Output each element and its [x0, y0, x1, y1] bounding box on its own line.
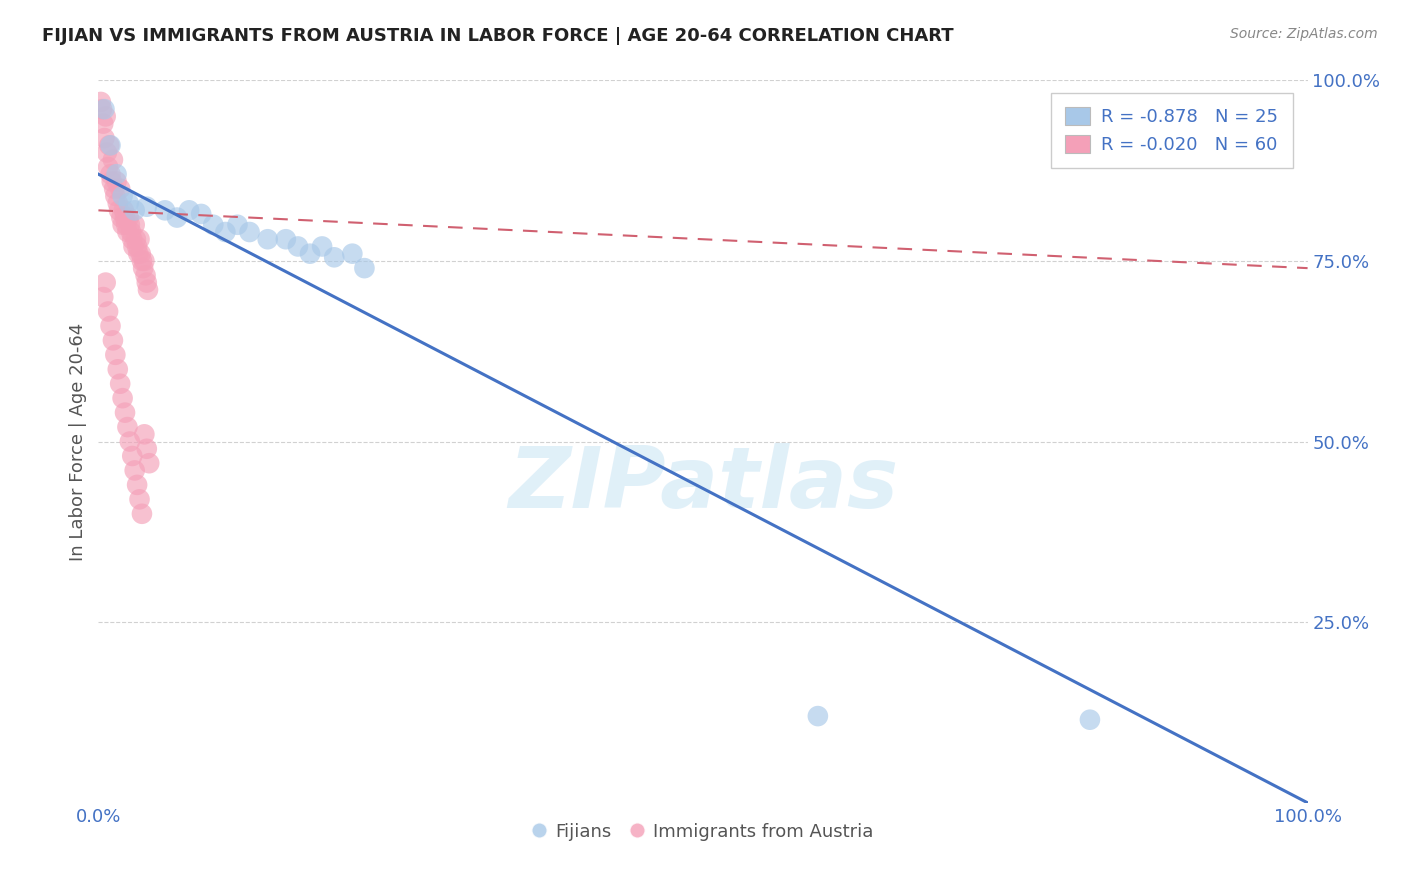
Point [121, 449, 143, 463]
Point [103, 182, 125, 196]
Point [131, 507, 153, 521]
Point [124, 463, 146, 477]
Point [97, 160, 120, 174]
Point [105, 167, 128, 181]
Point [111, 391, 134, 405]
Point [110, 211, 132, 225]
Point [117, 225, 139, 239]
Point [299, 246, 322, 260]
Point [108, 203, 131, 218]
Point [807, 709, 830, 723]
Point [114, 211, 136, 225]
Point [127, 246, 149, 260]
Point [100, 174, 122, 188]
Point [118, 196, 141, 211]
Point [135, 442, 157, 456]
Point [90, 95, 112, 109]
Point [127, 239, 149, 253]
Point [125, 232, 148, 246]
Point [120, 225, 142, 239]
Point [94, 276, 117, 290]
Point [91, 290, 114, 304]
Point [111, 218, 134, 232]
Point [108, 376, 131, 391]
Point [111, 189, 134, 203]
Point [136, 283, 159, 297]
Point [129, 246, 152, 260]
Point [190, 207, 212, 221]
Point [108, 182, 131, 196]
Point [104, 348, 127, 362]
Point [239, 225, 262, 239]
Point [128, 232, 150, 246]
Point [128, 492, 150, 507]
Point [118, 218, 141, 232]
Point [91, 102, 114, 116]
Text: FIJIAN VS IMMIGRANTS FROM AUSTRIA IN LABOR FORCE | AGE 20-64 CORRELATION CHART: FIJIAN VS IMMIGRANTS FROM AUSTRIA IN LAB… [42, 27, 953, 45]
Point [117, 420, 139, 434]
Point [135, 268, 157, 283]
Legend: Fijians, Immigrants from Austria: Fijians, Immigrants from Austria [524, 815, 882, 848]
Point [96, 145, 118, 160]
Point [93, 102, 115, 116]
Text: ZIPatlas: ZIPatlas [508, 443, 898, 526]
Point [287, 239, 309, 253]
Point [124, 203, 146, 218]
Point [135, 200, 157, 214]
Point [98, 138, 121, 153]
Point [97, 304, 120, 318]
Point [226, 218, 249, 232]
Point [153, 203, 176, 218]
Point [134, 427, 156, 442]
Point [100, 167, 122, 181]
Point [274, 232, 297, 246]
Point [124, 218, 146, 232]
Point [202, 218, 225, 232]
Point [342, 246, 364, 260]
Point [166, 211, 188, 225]
Y-axis label: In Labor Force | Age 20-64: In Labor Force | Age 20-64 [69, 322, 87, 561]
Point [135, 276, 157, 290]
Point [107, 196, 129, 211]
Point [131, 253, 153, 268]
Point [132, 261, 155, 276]
Point [104, 189, 127, 203]
Point [107, 362, 129, 376]
Point [353, 261, 375, 276]
Point [311, 239, 333, 253]
Point [101, 153, 124, 167]
Point [127, 478, 149, 492]
Point [100, 138, 122, 153]
Point [179, 203, 201, 218]
Point [93, 131, 115, 145]
Point [91, 117, 114, 131]
Point [256, 232, 278, 246]
Text: Source: ZipAtlas.com: Source: ZipAtlas.com [1230, 27, 1378, 41]
Point [118, 434, 141, 449]
Point [100, 318, 122, 333]
Point [105, 174, 128, 188]
Point [94, 110, 117, 124]
Point [101, 334, 124, 348]
Point [214, 225, 236, 239]
Point [121, 232, 143, 246]
Point [118, 211, 141, 225]
Point [138, 456, 160, 470]
Point [323, 250, 346, 264]
Point [1078, 713, 1101, 727]
Point [115, 218, 138, 232]
Point [112, 203, 135, 218]
Point [122, 239, 145, 253]
Point [134, 253, 156, 268]
Point [114, 406, 136, 420]
